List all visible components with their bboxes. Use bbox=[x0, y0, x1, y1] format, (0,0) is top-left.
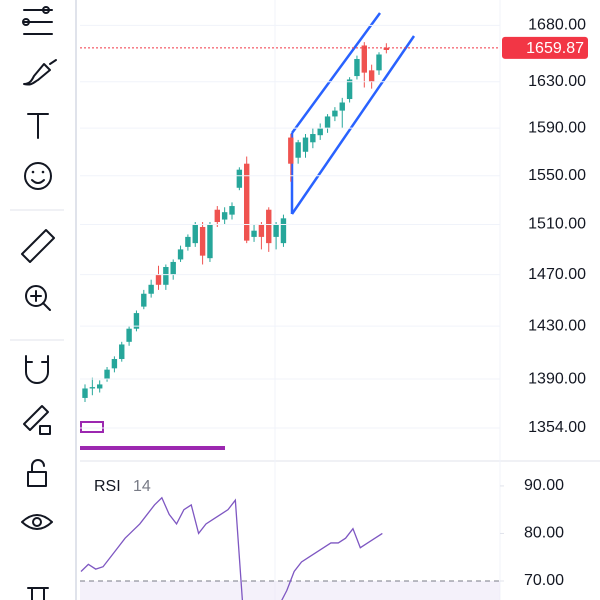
y-tick-label: 90.00 bbox=[524, 477, 564, 494]
delete-tool[interactable] bbox=[27, 587, 49, 600]
zoom-tool[interactable] bbox=[25, 285, 51, 311]
candle-body bbox=[133, 313, 140, 329]
visibility-tool[interactable] bbox=[21, 514, 53, 530]
last-price-box bbox=[502, 36, 588, 59]
candle-body bbox=[104, 369, 110, 380]
candle-body bbox=[310, 134, 316, 143]
candle-body bbox=[251, 230, 257, 237]
candle-body bbox=[170, 261, 176, 275]
candle-body bbox=[244, 163, 250, 241]
emoji-tool[interactable] bbox=[24, 162, 52, 190]
candle-body bbox=[332, 110, 338, 117]
candle-body bbox=[346, 79, 353, 100]
y-tick-label: 1390.00 bbox=[528, 370, 586, 387]
candle-body bbox=[119, 344, 125, 360]
candle-body bbox=[280, 218, 287, 244]
ruler-tool[interactable] bbox=[21, 229, 55, 263]
last-price-label: 1659.87 bbox=[526, 40, 584, 57]
rsi-title: RSI bbox=[94, 478, 121, 495]
candle-body bbox=[383, 47, 390, 50]
toolbar bbox=[10, 0, 77, 600]
y-tick-label: 70.00 bbox=[524, 572, 564, 589]
candle-body bbox=[324, 116, 331, 129]
candle-body bbox=[354, 59, 360, 77]
candle-body bbox=[339, 102, 345, 111]
candle-body bbox=[199, 226, 206, 256]
text-tool[interactable] bbox=[27, 113, 49, 139]
candle-body bbox=[185, 236, 191, 247]
candle-body bbox=[273, 224, 279, 237]
lock-tool[interactable] bbox=[27, 459, 47, 487]
candle-body bbox=[163, 267, 169, 285]
candle-body bbox=[302, 137, 309, 152]
candle-body bbox=[111, 359, 118, 369]
candle-body bbox=[317, 128, 323, 136]
rsi-band bbox=[80, 580, 500, 600]
candle-body bbox=[126, 328, 132, 342]
candle-body bbox=[288, 137, 294, 164]
candle-body bbox=[221, 212, 228, 220]
candle-body bbox=[82, 388, 88, 398]
y-tick-label: 80.00 bbox=[524, 525, 564, 542]
candle-body bbox=[229, 206, 235, 215]
y-tick-label: 1510.00 bbox=[528, 216, 586, 233]
magnet-tool[interactable] bbox=[25, 355, 49, 384]
candle-body bbox=[376, 54, 382, 71]
y-tick-label: 1590.00 bbox=[528, 119, 586, 136]
candle-body bbox=[368, 70, 375, 82]
rsi-period: 14 bbox=[133, 478, 151, 495]
candle-body bbox=[192, 224, 198, 244]
range-drawing[interactable] bbox=[80, 421, 104, 433]
y-tick-label: 1550.00 bbox=[528, 167, 586, 184]
brush-tool[interactable] bbox=[23, 59, 57, 86]
candle-body bbox=[97, 384, 103, 389]
candle-body bbox=[214, 209, 220, 223]
candle-body bbox=[177, 249, 184, 260]
trend-tools[interactable] bbox=[22, 6, 53, 35]
y-tick-label: 1354.00 bbox=[528, 419, 586, 436]
candle-body bbox=[295, 142, 301, 158]
channel-drawing[interactable] bbox=[290, 12, 416, 215]
lock-drawings[interactable] bbox=[23, 405, 51, 435]
candle-body bbox=[258, 224, 265, 237]
rsi-line bbox=[80, 496, 383, 600]
candle-body bbox=[148, 284, 154, 294]
candle-body bbox=[361, 45, 367, 73]
candle-body bbox=[266, 209, 272, 244]
candle-body bbox=[89, 387, 96, 389]
y-tick-label: 1630.00 bbox=[528, 73, 586, 90]
candle-body bbox=[207, 224, 213, 259]
y-tick-label: 1680.00 bbox=[528, 17, 586, 34]
candle-body bbox=[141, 293, 147, 307]
y-tick-label: 1430.00 bbox=[528, 317, 586, 334]
candle-body bbox=[236, 169, 243, 188]
y-tick-label: 1470.00 bbox=[528, 266, 586, 283]
candle-body bbox=[155, 274, 162, 285]
